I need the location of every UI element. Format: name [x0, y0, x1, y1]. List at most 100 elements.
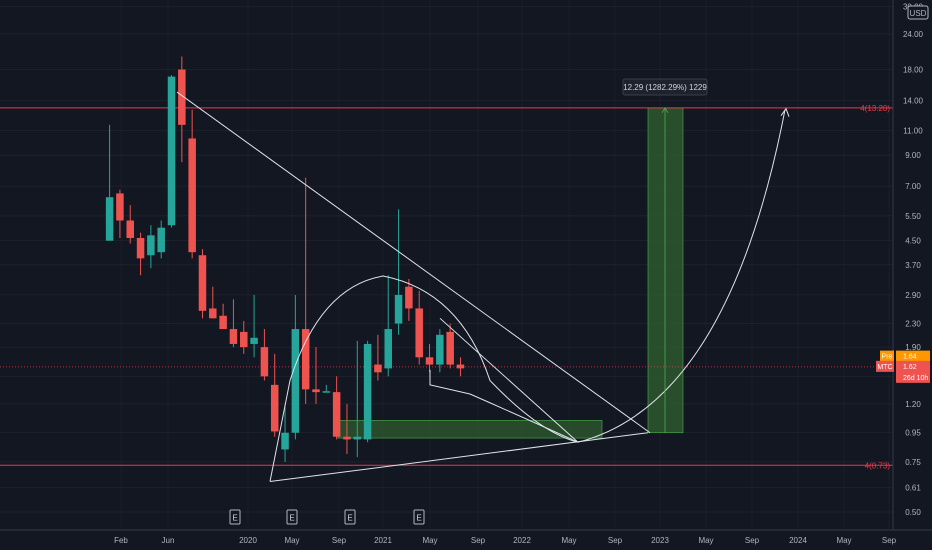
candle-body [167, 76, 176, 226]
pre-badge-label: Pre [882, 354, 893, 361]
horizontal-lines[interactable]: 4(13.20) 4(0.73) [0, 104, 893, 470]
y-tick-label: 14.00 [903, 97, 924, 106]
candle[interactable] [116, 189, 124, 238]
x-tick-label: Sep [471, 536, 486, 545]
x-tick-label: 2024 [789, 536, 807, 545]
y-tick-label: 11.00 [903, 126, 923, 135]
candle[interactable] [240, 320, 248, 354]
earnings-marker[interactable]: E [413, 509, 425, 525]
earnings-marker[interactable]: E [286, 509, 298, 525]
candles[interactable] [105, 56, 465, 462]
candle[interactable] [250, 294, 258, 358]
candle-body [260, 347, 269, 377]
y-tick-label: 4.50 [905, 237, 921, 246]
candle-body [374, 364, 382, 373]
candle[interactable] [281, 403, 289, 462]
candle[interactable] [374, 334, 382, 381]
mtc-badge-value-box [896, 360, 930, 383]
candle-body [270, 384, 279, 432]
mtc-badge-countdown: 26d 10h [903, 375, 928, 382]
candle[interactable] [405, 278, 413, 321]
candle[interactable] [436, 329, 444, 373]
candle[interactable] [446, 323, 454, 369]
candle-body [281, 432, 289, 450]
candle-body [126, 220, 134, 238]
price-axis[interactable]: 0.500.610.750.951.201.501.902.302.903.70… [903, 2, 924, 517]
candle[interactable] [270, 353, 279, 437]
time-axis[interactable]: Feb Jun 2020 May Sep 2021 May Sep 2022 May Sep 2023… [114, 536, 897, 545]
candle[interactable] [219, 303, 227, 330]
candle[interactable] [425, 343, 434, 373]
x-tick-label: May [561, 536, 576, 545]
candle-body [343, 436, 351, 440]
earnings-marker[interactable]: E [344, 509, 356, 525]
measure-tooltip: 12.29 (1282.29%) 1229 [622, 78, 708, 96]
x-tick-label: 2021 [374, 536, 392, 545]
drawings[interactable] [176, 91, 790, 483]
candle[interactable] [343, 403, 351, 454]
candle-body [136, 237, 145, 259]
measure-label: 12.29 (1282.29%) 1229 [623, 83, 707, 92]
x-tick-label: May [284, 536, 299, 545]
candle[interactable] [147, 225, 155, 269]
y-tick-label: 0.75 [905, 458, 921, 467]
candle-body [105, 197, 114, 241]
uptrend-line[interactable] [269, 432, 649, 483]
candle-body [229, 329, 238, 344]
candle-body [116, 193, 124, 221]
candle[interactable] [188, 109, 196, 259]
candle-body [178, 69, 186, 125]
candle[interactable] [415, 290, 423, 365]
earnings-label: E [232, 514, 237, 523]
candle[interactable] [291, 294, 300, 440]
candle-body [353, 436, 362, 440]
candle[interactable] [136, 232, 145, 276]
horizontal-level-label: 4(0.73) [865, 461, 891, 470]
candle[interactable] [301, 177, 310, 404]
projection-curve[interactable] [577, 109, 786, 443]
candle[interactable] [167, 75, 176, 228]
pre-badge-value-box [896, 350, 930, 362]
cup-arc[interactable] [269, 275, 579, 482]
target-zones [337, 107, 684, 439]
earnings-marker[interactable]: E [229, 509, 241, 525]
candle[interactable] [157, 220, 165, 259]
candle[interactable] [456, 357, 465, 377]
earnings-box [286, 509, 298, 525]
downtrend-line[interactable] [176, 91, 651, 434]
candle[interactable] [353, 340, 362, 458]
candle[interactable] [209, 286, 217, 319]
earnings-box [229, 509, 241, 525]
candle[interactable] [384, 275, 392, 377]
candle[interactable] [394, 209, 403, 335]
candle-body [198, 255, 207, 311]
candle-body [322, 391, 331, 393]
flag-pattern-line[interactable] [429, 369, 579, 443]
candle[interactable] [198, 249, 207, 319]
candle[interactable] [178, 56, 186, 163]
x-tick-label: May [422, 536, 437, 545]
currency-label: USD [910, 9, 927, 18]
candle[interactable] [260, 329, 269, 381]
y-tick-label: 5.50 [905, 212, 921, 221]
candle[interactable] [229, 299, 238, 348]
candle-body [456, 364, 465, 369]
candle[interactable] [312, 347, 320, 404]
currency-badge: USD [907, 5, 929, 20]
pennant-line[interactable] [439, 317, 579, 443]
candle-body [425, 357, 434, 365]
candle-body [436, 334, 444, 365]
candle[interactable] [322, 384, 331, 393]
candle[interactable] [363, 340, 372, 443]
candle-body [240, 331, 248, 348]
candle[interactable] [126, 205, 134, 244]
candle[interactable] [332, 376, 341, 440]
candle-body [363, 343, 372, 440]
price-badges: Pre 1.64 MTC 1.62 26d 10h [876, 350, 930, 383]
candle-body [157, 227, 165, 253]
y-tick-label: 0.61 [905, 483, 921, 492]
earnings-label: E [289, 514, 294, 523]
candle[interactable] [105, 124, 114, 241]
